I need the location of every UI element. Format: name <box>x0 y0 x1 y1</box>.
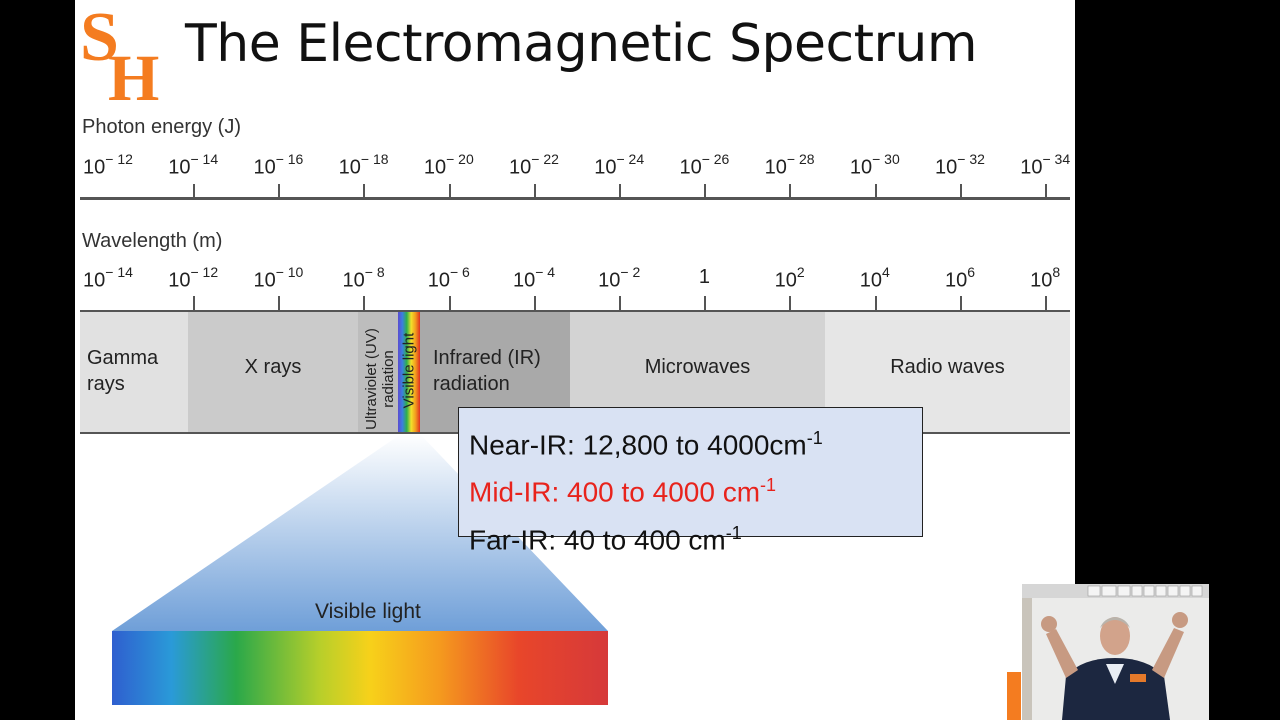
zoom-cone <box>112 434 608 631</box>
wavelength-tick-label: 10− 14 <box>83 264 133 292</box>
wavelength-tick <box>874 296 877 310</box>
uv-label: Ultraviolet (UV) radiation <box>363 328 397 430</box>
visible-zoom <box>112 434 608 705</box>
photon-tick-label: 10− 20 <box>423 151 474 179</box>
svg-text:H: H <box>108 42 159 102</box>
wavelength-tick <box>193 296 195 310</box>
gamma-label: Gamma rays <box>87 347 159 395</box>
photon-tick-label: 10− 24 <box>594 151 645 179</box>
photon-tick <box>278 184 281 198</box>
gamma-band <box>80 311 188 433</box>
radio-label: Radio waves <box>890 356 1005 378</box>
near-ir-line: Near-IR: 12,800 to 4000cm-1 <box>469 428 823 461</box>
photon-tick-label: 10− 28 <box>764 151 815 179</box>
wavelength-tick-label: 10− 8 <box>342 264 385 292</box>
photon-tick <box>789 184 792 198</box>
photon-tick <box>193 184 195 198</box>
photon-tick-label: 10− 18 <box>338 151 389 179</box>
wavelength-tick-label: 102 <box>774 264 805 292</box>
wavelength-tick-label: 104 <box>859 264 890 292</box>
visible-vertical-label: Visible light <box>400 332 418 409</box>
wavelength-tick-label: 10− 12 <box>168 264 219 292</box>
wavelength-tick <box>619 296 621 310</box>
photon-axis-line <box>80 197 1070 200</box>
slide: S H The Electromagnetic Spectrum Photon … <box>75 0 1075 720</box>
photon-axis-label: Photon energy (J) <box>82 116 241 138</box>
photon-tick-label: 10− 22 <box>509 151 559 179</box>
far-ir-line: Far-IR: 40 to 400 cm-1 <box>469 522 742 555</box>
orange-marker <box>1007 672 1021 720</box>
wavelength-tick-label: 10− 10 <box>253 264 304 292</box>
photon-tick-label: 10− 34 <box>1020 151 1071 179</box>
photon-tick <box>1045 184 1047 198</box>
photon-tick-label: 10− 32 <box>935 151 985 179</box>
photon-tick-label: 10− 12 <box>83 151 133 179</box>
photon-tick-label: 10− 30 <box>849 151 900 179</box>
visible-spectrum-bar <box>112 631 608 705</box>
wavelength-tick <box>363 296 366 310</box>
wavelength-tick-label: 108 <box>1030 264 1061 292</box>
photon-tick-label: 10− 14 <box>168 151 219 179</box>
presenter-webcam <box>1022 584 1209 720</box>
mid-ir-line: Mid-IR: 400 to 4000 cm-1 <box>469 475 777 508</box>
wavelength-tick <box>1045 296 1047 310</box>
wavelength-tick-label: 106 <box>944 264 976 292</box>
photon-tick <box>363 184 366 198</box>
wavelength-tick-label: 10− 6 <box>427 264 470 292</box>
xray-label: X rays <box>244 356 302 378</box>
wavelength-tick <box>448 296 451 310</box>
photon-tick <box>533 184 536 198</box>
wavelength-tick-label: 10− 2 <box>598 264 641 292</box>
svg-text:S: S <box>80 0 119 76</box>
photon-tick <box>448 184 451 198</box>
band-top-line <box>80 310 1070 312</box>
wavelength-tick-label: 10− 4 <box>512 264 556 292</box>
photon-tick <box>619 184 621 198</box>
photon-tick-label: 10− 26 <box>679 151 730 179</box>
wavelength-tick <box>278 296 281 310</box>
ir-ranges-box: Near-IR: 12,800 to 4000cm-1 Mid-IR: 400 … <box>458 407 923 555</box>
wavelength-tick <box>533 296 536 310</box>
visible-zoom-label: Visible light <box>315 600 421 623</box>
slide-title: The Electromagnetic Spectrum <box>185 14 977 74</box>
wavelength-axis-label: Wavelength (m) <box>82 230 223 252</box>
wavelength-tick <box>704 296 707 310</box>
microwave-label: Microwaves <box>644 356 751 378</box>
wavelength-tick-label: 1 <box>698 266 710 288</box>
photon-tick <box>874 184 877 198</box>
wavelength-tick <box>789 296 792 310</box>
uv-band <box>358 311 398 433</box>
photon-tick <box>704 184 707 198</box>
xray-band <box>188 311 358 433</box>
visible-band <box>398 311 420 433</box>
sh-logo: S H <box>80 0 159 102</box>
photon-tick <box>959 184 962 198</box>
ir-label: Infrared (IR) radiation <box>433 347 541 395</box>
wavelength-tick <box>959 296 962 310</box>
photon-tick-label: 10− 16 <box>253 151 304 179</box>
